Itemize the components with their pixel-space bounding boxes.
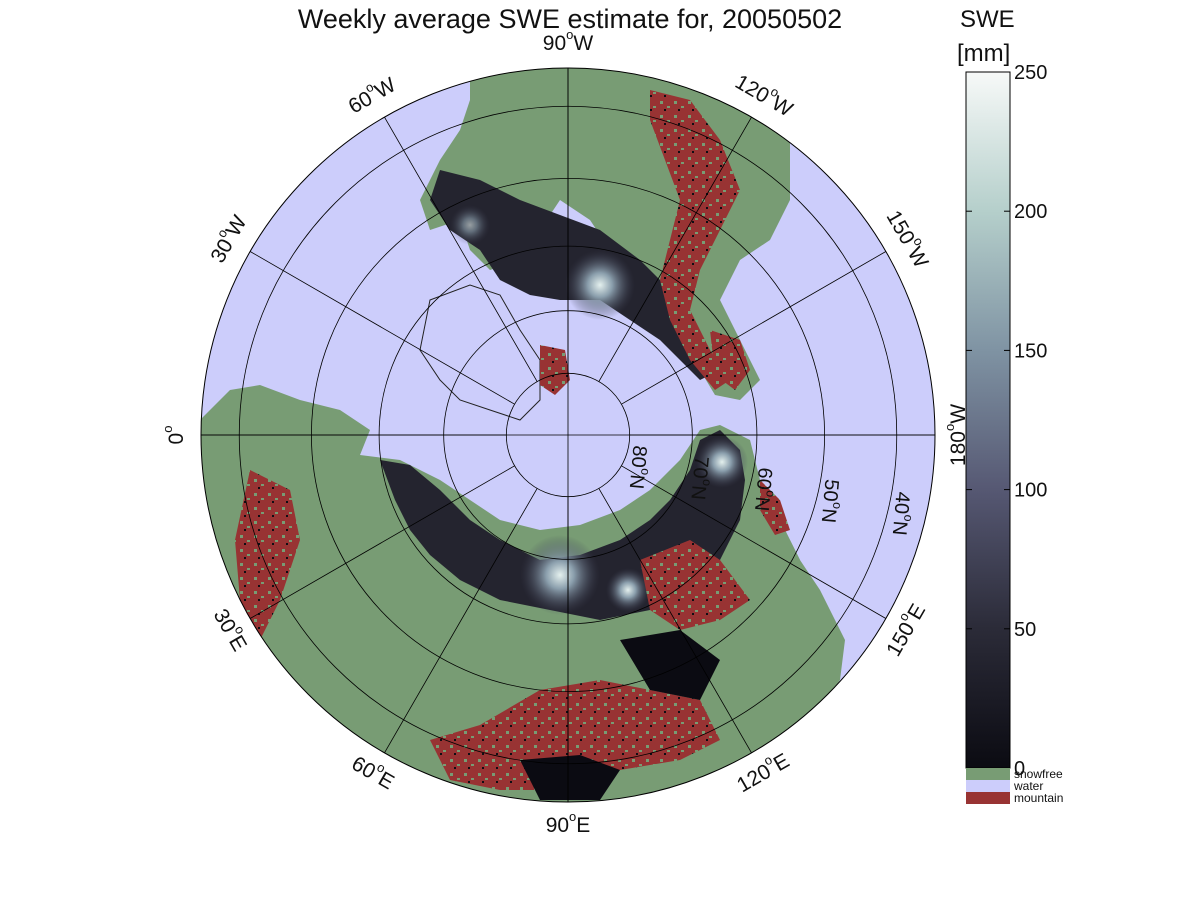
lon-label-30W: 30oW xyxy=(202,209,251,266)
lon-label-0: 0o xyxy=(160,426,187,445)
swe-maximum-siberia-west xyxy=(520,535,600,615)
colorbar-tick-label: 100 xyxy=(1014,480,1047,502)
swe-maximum-siberia-east xyxy=(696,436,748,488)
colorbar-title-line1: SWE xyxy=(960,6,1015,33)
lat-label-40N: 40oN xyxy=(887,491,917,537)
swe-maximum-central-siberia xyxy=(606,568,650,612)
meridian--120 xyxy=(598,116,752,382)
mountain-greenland-edge xyxy=(540,345,570,395)
mountain-central-asia xyxy=(430,680,720,790)
colorbar-tick-label: 0 xyxy=(1014,758,1025,780)
mountain-kamchatka xyxy=(760,480,790,535)
legend-label-mountain: mountain xyxy=(1014,791,1063,805)
swe-snowpack-mongolia xyxy=(620,630,720,700)
colorbar-ticks: 0 50 100 150 200 250 xyxy=(966,62,1047,780)
map-boundary xyxy=(200,67,936,803)
mountain-europe xyxy=(235,470,300,640)
lon-label-60W: 60oW xyxy=(342,69,399,118)
lat-label-50N: 50oN xyxy=(816,478,846,524)
lat-label-70N: 70oN xyxy=(686,455,716,501)
meridian--30 xyxy=(249,251,515,405)
mountain-alaska xyxy=(710,330,750,390)
meridian-60 xyxy=(384,488,538,754)
graticule xyxy=(201,68,935,802)
swe-maximum-scandinavia xyxy=(450,205,490,245)
legend-swatch-mountain xyxy=(966,792,1010,804)
colorbar-title-line2: [mm] xyxy=(957,40,1011,67)
meridian--60 xyxy=(384,116,538,382)
land-beringia xyxy=(730,460,800,580)
lon-label-180W: 180oW xyxy=(942,404,969,466)
legend-label-snowfree: snowfree xyxy=(1014,767,1063,781)
legend-label-water: water xyxy=(1013,779,1043,793)
latitude-labels: 80oN 70oN 60oN 50oN 40oN xyxy=(624,444,917,537)
mountain-rockies xyxy=(650,90,740,390)
lon-label-90E: 90oE xyxy=(546,809,591,836)
colorbar-gradient xyxy=(965,71,1011,769)
lon-label-30E: 30oE xyxy=(209,603,255,655)
lat-label-80N: 80oN xyxy=(624,444,654,490)
legend-swatch-water xyxy=(966,780,1010,792)
colorbar-tick-label: 200 xyxy=(1014,201,1047,223)
meridian-150 xyxy=(621,465,887,619)
legend-swatch-snowfree xyxy=(966,768,1010,780)
colorbar-tick-label: 50 xyxy=(1014,619,1036,641)
meridian--150 xyxy=(621,251,887,405)
swe-snowpack-tibet xyxy=(520,755,620,800)
colorbar-tick-label: 150 xyxy=(1014,340,1047,362)
meridian-120 xyxy=(598,488,752,754)
lat-label-60N: 60oN xyxy=(750,467,780,513)
map-title: Weekly average SWE estimate for, 2005050… xyxy=(297,4,843,34)
swe-maximum-canada xyxy=(565,250,635,320)
colorbar-tick-label: 250 xyxy=(1014,62,1047,84)
greenland-coastline xyxy=(419,284,541,421)
meridian-30 xyxy=(249,465,515,619)
lon-label-90W: 90oW xyxy=(543,27,594,54)
